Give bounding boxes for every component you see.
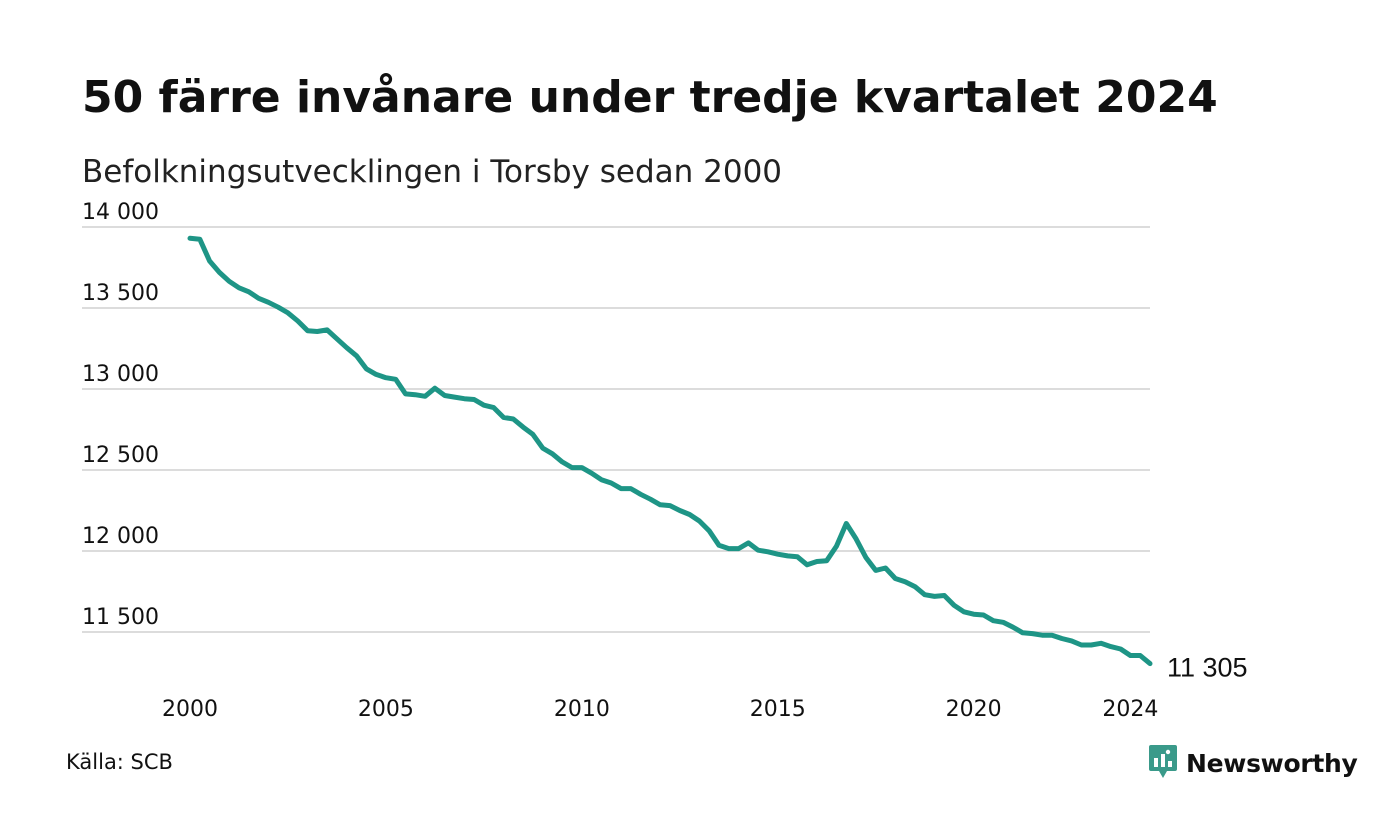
x-tick-label: 2024 [1102,697,1158,722]
x-axis-tick-labels: 2000 2005 2010 2015 2020 2024 [162,697,1158,722]
y-tick-label: 12 000 [82,524,159,549]
x-tick-label: 2010 [554,697,610,722]
y-tick-label: 14 000 [82,200,159,225]
newsworthy-logo-icon [1148,742,1178,784]
x-tick-label: 2005 [358,697,414,722]
x-tick-label: 2000 [162,697,218,722]
chart-subtitle: Befolkningsutvecklingen i Torsby sedan 2… [82,154,783,190]
y-tick-label: 13 000 [82,362,159,387]
brand-name: Newsworthy [1186,748,1358,778]
gridlines [82,226,1150,633]
series-layer [187,235,1153,667]
series-line [187,235,1153,667]
y-tick-label: 11 500 [82,605,159,630]
end-label-layer: 11 305 [1167,653,1248,683]
x-tick-label: 2015 [750,697,806,722]
y-tick-label: 13 500 [82,281,159,306]
x-tick-label: 2020 [946,697,1002,722]
chart-title: 50 färre invånare under tredje kvartalet… [82,72,1218,123]
brand-logo[interactable]: Newsworthy [1148,742,1358,784]
source-note: Källa: SCB [66,750,173,774]
y-axis-tick-labels: 11 500 12 000 12 500 13 000 13 500 14 000 [82,200,159,630]
end-value-label: 11 305 [1167,653,1248,683]
y-tick-label: 12 500 [82,443,159,468]
